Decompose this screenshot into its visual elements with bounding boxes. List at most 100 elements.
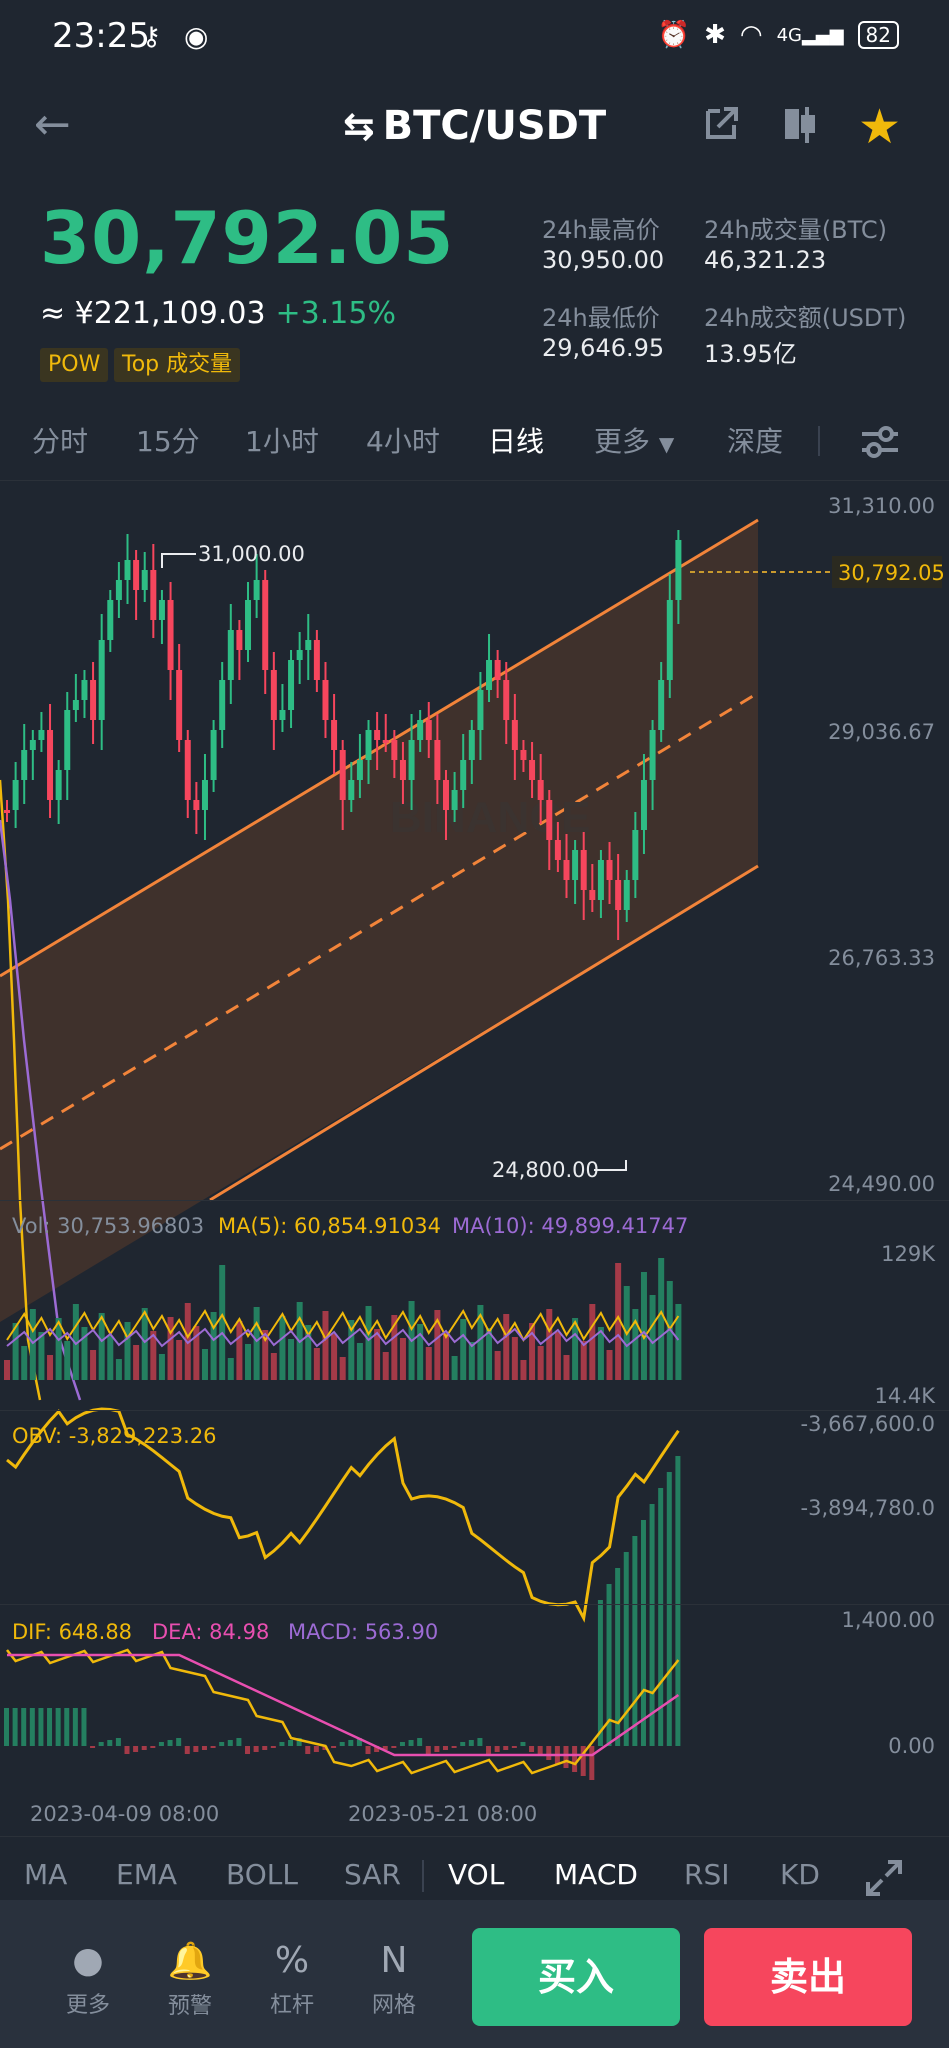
tag-pow[interactable]: POW [40,348,109,382]
indicator-rsi[interactable]: RSI [684,1858,730,1891]
candle-body [296,650,303,660]
candle-body [425,720,432,740]
volume-bar [460,1319,467,1380]
sell-button[interactable]: 卖出 [704,1928,912,2026]
candle-body [201,780,208,810]
top-bar: ← ⇆ BTC/USDT ★ [0,85,949,171]
volume-bar [477,1305,484,1380]
candle-body [331,720,338,750]
candle-body [270,670,277,720]
tab-daily[interactable]: 日线 [488,425,545,458]
date-label-1: 2023-04-09 08:00 [30,1802,220,1826]
candle-body [494,660,501,680]
volume-bar [47,1355,54,1380]
candle-body [399,760,406,780]
alert-button[interactable]: 🔔 预警 [140,1940,240,2020]
candle-body [313,640,320,680]
indicator-ema[interactable]: EMA [116,1858,178,1891]
tab-more[interactable]: 更多 ▼ [594,425,675,458]
macd-bar [606,1584,612,1746]
last-price: 30,792.05 [40,196,455,280]
indicator-macd[interactable]: MACD [554,1858,638,1891]
tab-depth[interactable]: 深度 [727,425,784,458]
volume-bar [417,1324,424,1380]
indicator-vol[interactable]: VOL [448,1858,505,1891]
volume-bar [520,1360,527,1380]
volume-bar [141,1308,148,1380]
grid-button[interactable]: N 网格 [344,1940,444,2019]
indicator-kd[interactable]: KD [780,1858,820,1891]
macd-bar [98,1742,104,1746]
macd-bar [365,1746,371,1754]
volume-bar [546,1309,553,1380]
macd-bar [167,1740,173,1746]
macd-bar [520,1742,526,1746]
back-arrow-icon[interactable]: ← [34,99,71,150]
macd-bar [201,1746,207,1750]
candle-body [408,740,415,780]
candle-body [305,640,312,650]
candle-body [115,580,122,600]
volume-bar [615,1263,622,1380]
macd-bar [511,1746,517,1748]
chart-settings-icon[interactable] [858,422,902,462]
macd-bar [632,1536,638,1746]
low-value: 29,646.95 [542,334,665,362]
macd-bar [12,1708,18,1746]
volume-bar [81,1327,88,1380]
favorite-star-icon[interactable]: ★ [858,99,902,155]
tab-15m[interactable]: 15分 [136,425,200,458]
macd-bar [193,1746,199,1752]
candle-body [21,750,28,780]
buy-button[interactable]: 买入 [472,1928,680,2026]
tab-time-share[interactable]: 分时 [32,425,89,458]
macd-bar [382,1746,388,1750]
indicator-sar[interactable]: SAR [344,1858,401,1891]
macd-bar [675,1456,681,1746]
kline-chart[interactable]: BINANCE 30,792.05 31,000.00 24,800.00 [0,480,949,1830]
last-price-tag [832,556,942,588]
volume-bar [425,1347,432,1380]
axis-label-3: 26,763.33 [828,946,935,970]
volume-bar [537,1346,544,1380]
orderbook-icon[interactable] [783,105,823,145]
last-price-tag-text: 30,792.05 [838,561,945,585]
indicator-boll[interactable]: BOLL [226,1858,298,1891]
candle-body [486,660,493,690]
wifi-icon: ◠ [739,20,763,50]
leverage-button[interactable]: % 杠杆 [242,1940,342,2019]
vol-ma5-line [6,1309,680,1342]
volume-bar [365,1306,372,1380]
candle-body [623,880,630,910]
volume-bar [675,1304,682,1380]
candle-body [219,680,226,730]
candle-body [64,710,71,770]
pair-title[interactable]: ⇆ BTC/USDT [342,103,607,149]
indicator-ma[interactable]: MA [24,1858,68,1891]
tab-4h[interactable]: 4小时 [366,425,440,458]
macd-bar [158,1742,164,1746]
macd-bar [589,1746,595,1780]
share-icon[interactable] [702,103,742,143]
volume-bar [305,1325,312,1380]
fullscreen-icon[interactable] [864,1858,904,1898]
volume-bar [150,1331,157,1380]
volume-bar [167,1317,174,1380]
macd-bar [270,1746,276,1748]
macd-bar [107,1740,113,1746]
divider [0,1836,949,1837]
high-label: 24h最高价 [542,216,660,244]
candle-body [167,600,174,670]
volume-bar [434,1310,441,1380]
macd-bar [64,1708,70,1746]
volume-bar [98,1313,105,1380]
swap-icon: ⇆ [342,104,375,148]
more-button[interactable]: ● 更多 [38,1940,138,2019]
macd-bar [417,1738,423,1746]
volume-bar [606,1350,613,1380]
candle-body [365,730,372,760]
candle-body [417,720,424,740]
volume-bar [107,1336,114,1380]
tab-1h[interactable]: 1小时 [245,425,319,458]
tag-top-volume[interactable]: Top 成交量 [114,348,241,382]
